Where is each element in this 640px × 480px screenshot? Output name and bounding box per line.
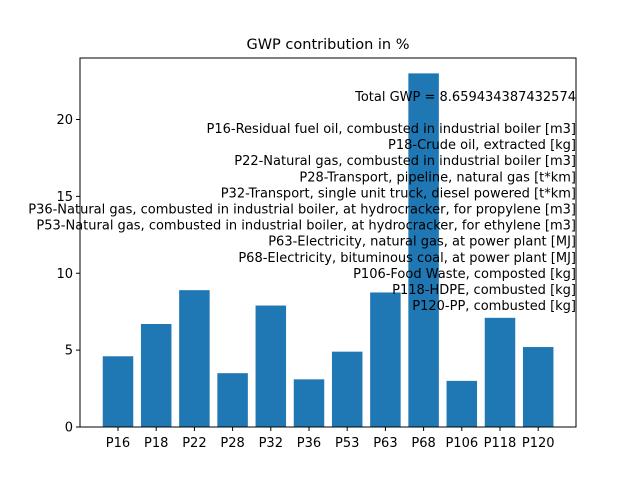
process-legend-line: P120-PP, combusted [kg] — [412, 299, 576, 314]
process-legend-line: P22-Natural gas, combusted in industrial… — [234, 154, 576, 169]
x-tick-label: P16 — [106, 436, 130, 451]
bar-p16 — [102, 356, 134, 427]
process-legend-line: P106-Food Waste, composted [kg] — [353, 267, 576, 282]
y-tick-label: 15 — [56, 190, 73, 205]
bar-p18 — [140, 323, 172, 427]
x-tick-label: P36 — [297, 436, 321, 451]
bar-p63 — [370, 292, 401, 427]
x-tick-label: P118 — [484, 436, 517, 451]
process-legend-line: P28-Transport, pipeline, natural gas [t*… — [299, 170, 576, 185]
process-legend-line: P18-Crude oil, extracted [kg] — [388, 138, 576, 153]
y-tick-label: 5 — [65, 344, 73, 359]
bar-p118 — [484, 317, 516, 427]
y-tick-label: 10 — [56, 267, 73, 282]
axes-group: 0 5 10 15 20 P16 P18 P22 P28 P32 P36 P53 P63 P68 P106 P… — [56, 57, 577, 451]
annotation-group: Total GWP = 8.659434387432574 P16-Residua… — [28, 90, 576, 314]
bar-p120 — [522, 347, 554, 427]
bar-p28 — [217, 373, 248, 427]
process-legend-line: P53-Natural gas, combusted in industrial… — [36, 219, 576, 234]
process-legend-line: P16-Residual fuel oil, combusted in indu… — [207, 122, 576, 137]
process-legend-line: P118-HDPE, combusted [kg] — [392, 283, 576, 298]
bar-p68 — [408, 73, 439, 427]
x-tick-label: P68 — [411, 436, 435, 451]
y-tick-label: 20 — [56, 113, 73, 128]
bars-group — [102, 73, 554, 427]
total-gwp-label: Total GWP = 8.659434387432574 — [354, 90, 576, 105]
x-tick-label: P28 — [220, 436, 244, 451]
y-tick-label: 0 — [65, 421, 73, 436]
bar-p106 — [446, 380, 478, 427]
x-tick-label: P63 — [373, 436, 397, 451]
process-legend-line: P68-Electricity, bituminous coal, at pow… — [238, 251, 576, 266]
x-tick-label: P18 — [144, 436, 168, 451]
process-legend-line: P36-Natural gas, combusted in industrial… — [28, 203, 576, 218]
x-tick-label: P32 — [259, 436, 283, 451]
axes-frame — [79, 57, 577, 428]
x-tick-label: P22 — [182, 436, 206, 451]
process-legend-line: P32-Transport, single unit truck, diesel… — [221, 186, 576, 201]
x-tick-label: P106 — [445, 436, 478, 451]
x-tick-label: P120 — [522, 436, 555, 451]
bar-p32 — [255, 305, 287, 427]
bar-p36 — [293, 379, 325, 427]
chart-title: GWP contribution in % — [246, 37, 409, 53]
bar-p53 — [331, 351, 363, 427]
x-tick-label: P53 — [335, 436, 359, 451]
process-legend-line: P63-Electricity, natural gas, at power p… — [268, 235, 576, 250]
bar-p22 — [179, 290, 210, 427]
